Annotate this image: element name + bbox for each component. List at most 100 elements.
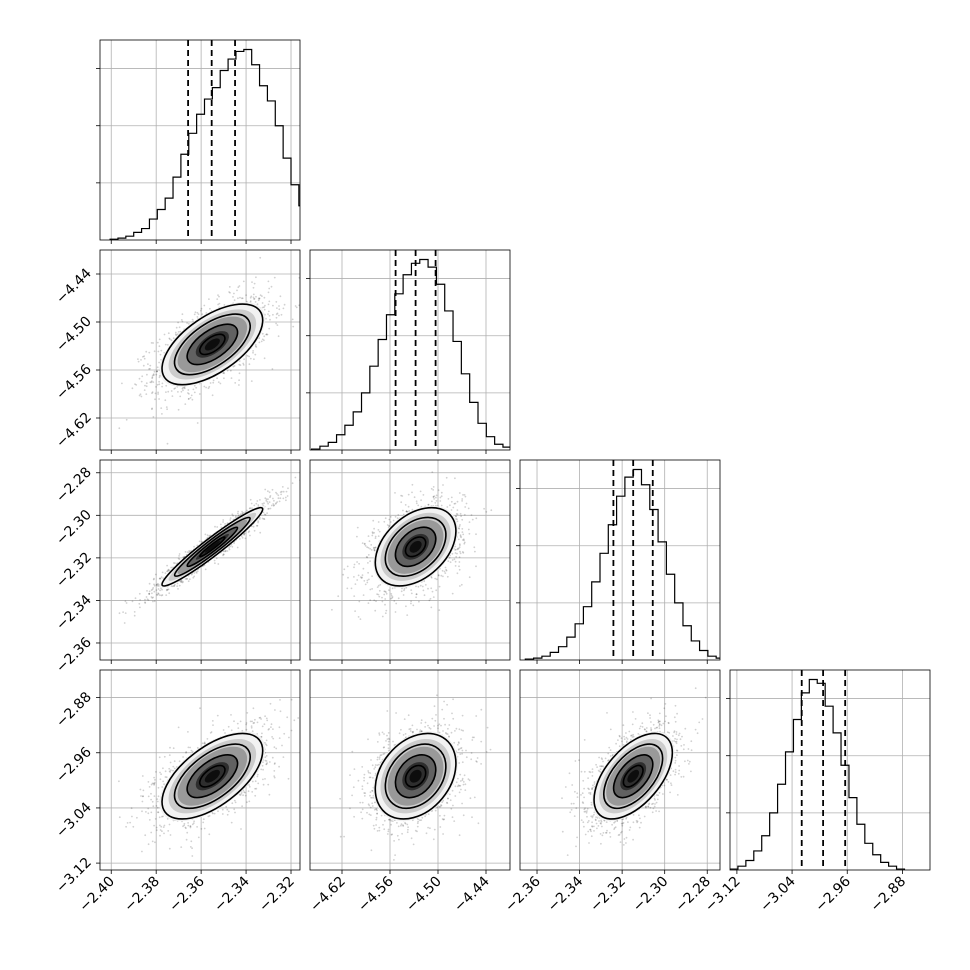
scatter-point [182, 389, 184, 392]
scatter-point [385, 591, 387, 593]
scatter-point [471, 518, 474, 521]
scatter-point [179, 395, 182, 398]
scatter-point [383, 590, 386, 593]
scatter-point [168, 569, 171, 572]
scatter-point [401, 587, 403, 590]
scatter-point [149, 367, 151, 370]
scatter-point [276, 501, 279, 503]
scatter-point [454, 502, 457, 505]
scatter-point [143, 389, 146, 391]
scatter-point [392, 519, 395, 522]
scatter-point [223, 377, 225, 380]
scatter-point [252, 286, 255, 289]
scatter-point [447, 560, 450, 562]
scatter-point [400, 494, 402, 497]
scatter-point [203, 564, 206, 567]
scatter-point [232, 365, 235, 368]
scatter-point [250, 380, 253, 382]
scatter-point [453, 558, 456, 561]
scatter-point [243, 533, 246, 536]
scatter-point [258, 298, 261, 300]
scatter-point [178, 553, 181, 555]
scatter-point [284, 496, 287, 499]
scatter-point [435, 500, 438, 502]
scatter-point [353, 595, 356, 597]
scatter-point [180, 581, 182, 583]
scatter-point [177, 588, 179, 590]
scatter-point [222, 553, 225, 556]
scatter-point [397, 514, 400, 516]
scatter-point [461, 528, 464, 530]
scatter-point [248, 507, 251, 510]
scatter-point [238, 372, 241, 375]
scatter-point [375, 600, 377, 603]
scatter-point [362, 594, 365, 596]
scatter-point [236, 546, 239, 549]
scatter-point [224, 523, 227, 525]
scatter-point [228, 286, 231, 288]
scatter-point [151, 588, 154, 591]
scatter-point [377, 535, 380, 537]
scatter-point [186, 578, 189, 580]
scatter-point [224, 549, 227, 552]
scatter-point [187, 580, 190, 583]
scatter-point [368, 578, 370, 581]
scatter-point [243, 358, 246, 361]
scatter-point [417, 585, 420, 588]
scatter-point [254, 301, 257, 303]
scatter-point [373, 599, 376, 602]
scatter-point [244, 532, 246, 535]
density-fill [409, 540, 422, 553]
scatter-point [174, 562, 176, 564]
scatter-point [156, 366, 159, 369]
scatter-point [196, 422, 199, 424]
scatter-point [157, 585, 160, 587]
scatter-point [367, 554, 370, 556]
scatter-point [158, 345, 161, 348]
scatter-point [172, 585, 174, 588]
scatter-point [224, 550, 227, 553]
scatter-point [267, 508, 269, 510]
scatter-point [237, 510, 240, 513]
scatter-point [389, 521, 392, 523]
scatter-point [458, 556, 461, 559]
scatter-point [423, 580, 426, 583]
scatter-point [148, 592, 151, 595]
scatter-point [184, 403, 187, 405]
scatter-point [283, 303, 286, 306]
scatter-point [264, 513, 267, 516]
scatter-point [150, 342, 153, 344]
scatter-point [363, 543, 366, 546]
scatter-point [246, 300, 248, 303]
scatter-point [146, 598, 149, 601]
panel-frame [99, 39, 301, 241]
scatter-point [222, 521, 225, 523]
scatter-point [273, 276, 276, 279]
scatter-point [156, 370, 158, 373]
scatter-point [415, 593, 418, 596]
scatter-point [267, 310, 270, 313]
scatter-point [222, 554, 224, 557]
contour-line [394, 526, 437, 568]
hist-panel-2 [516, 459, 721, 661]
density-panel-2-0 [99, 459, 301, 661]
scatter-point [364, 544, 367, 547]
scatter-point [217, 294, 219, 296]
scatter-point [229, 519, 232, 521]
contour-line [161, 506, 264, 587]
scatter-point [165, 384, 168, 387]
scatter-point [179, 330, 182, 333]
scatter-point [194, 311, 197, 314]
scatter-point [193, 545, 196, 548]
scatter-point [216, 298, 219, 300]
scatter-point [371, 534, 374, 537]
scatter-point [160, 349, 163, 352]
scatter-point [187, 322, 190, 325]
scatter-point [422, 589, 425, 592]
scatter-point [278, 500, 281, 503]
scatter-point [280, 490, 283, 493]
scatter-point [250, 502, 253, 505]
scatter-point [156, 383, 159, 386]
scatter-point [269, 495, 272, 497]
scatter-point [183, 387, 186, 390]
